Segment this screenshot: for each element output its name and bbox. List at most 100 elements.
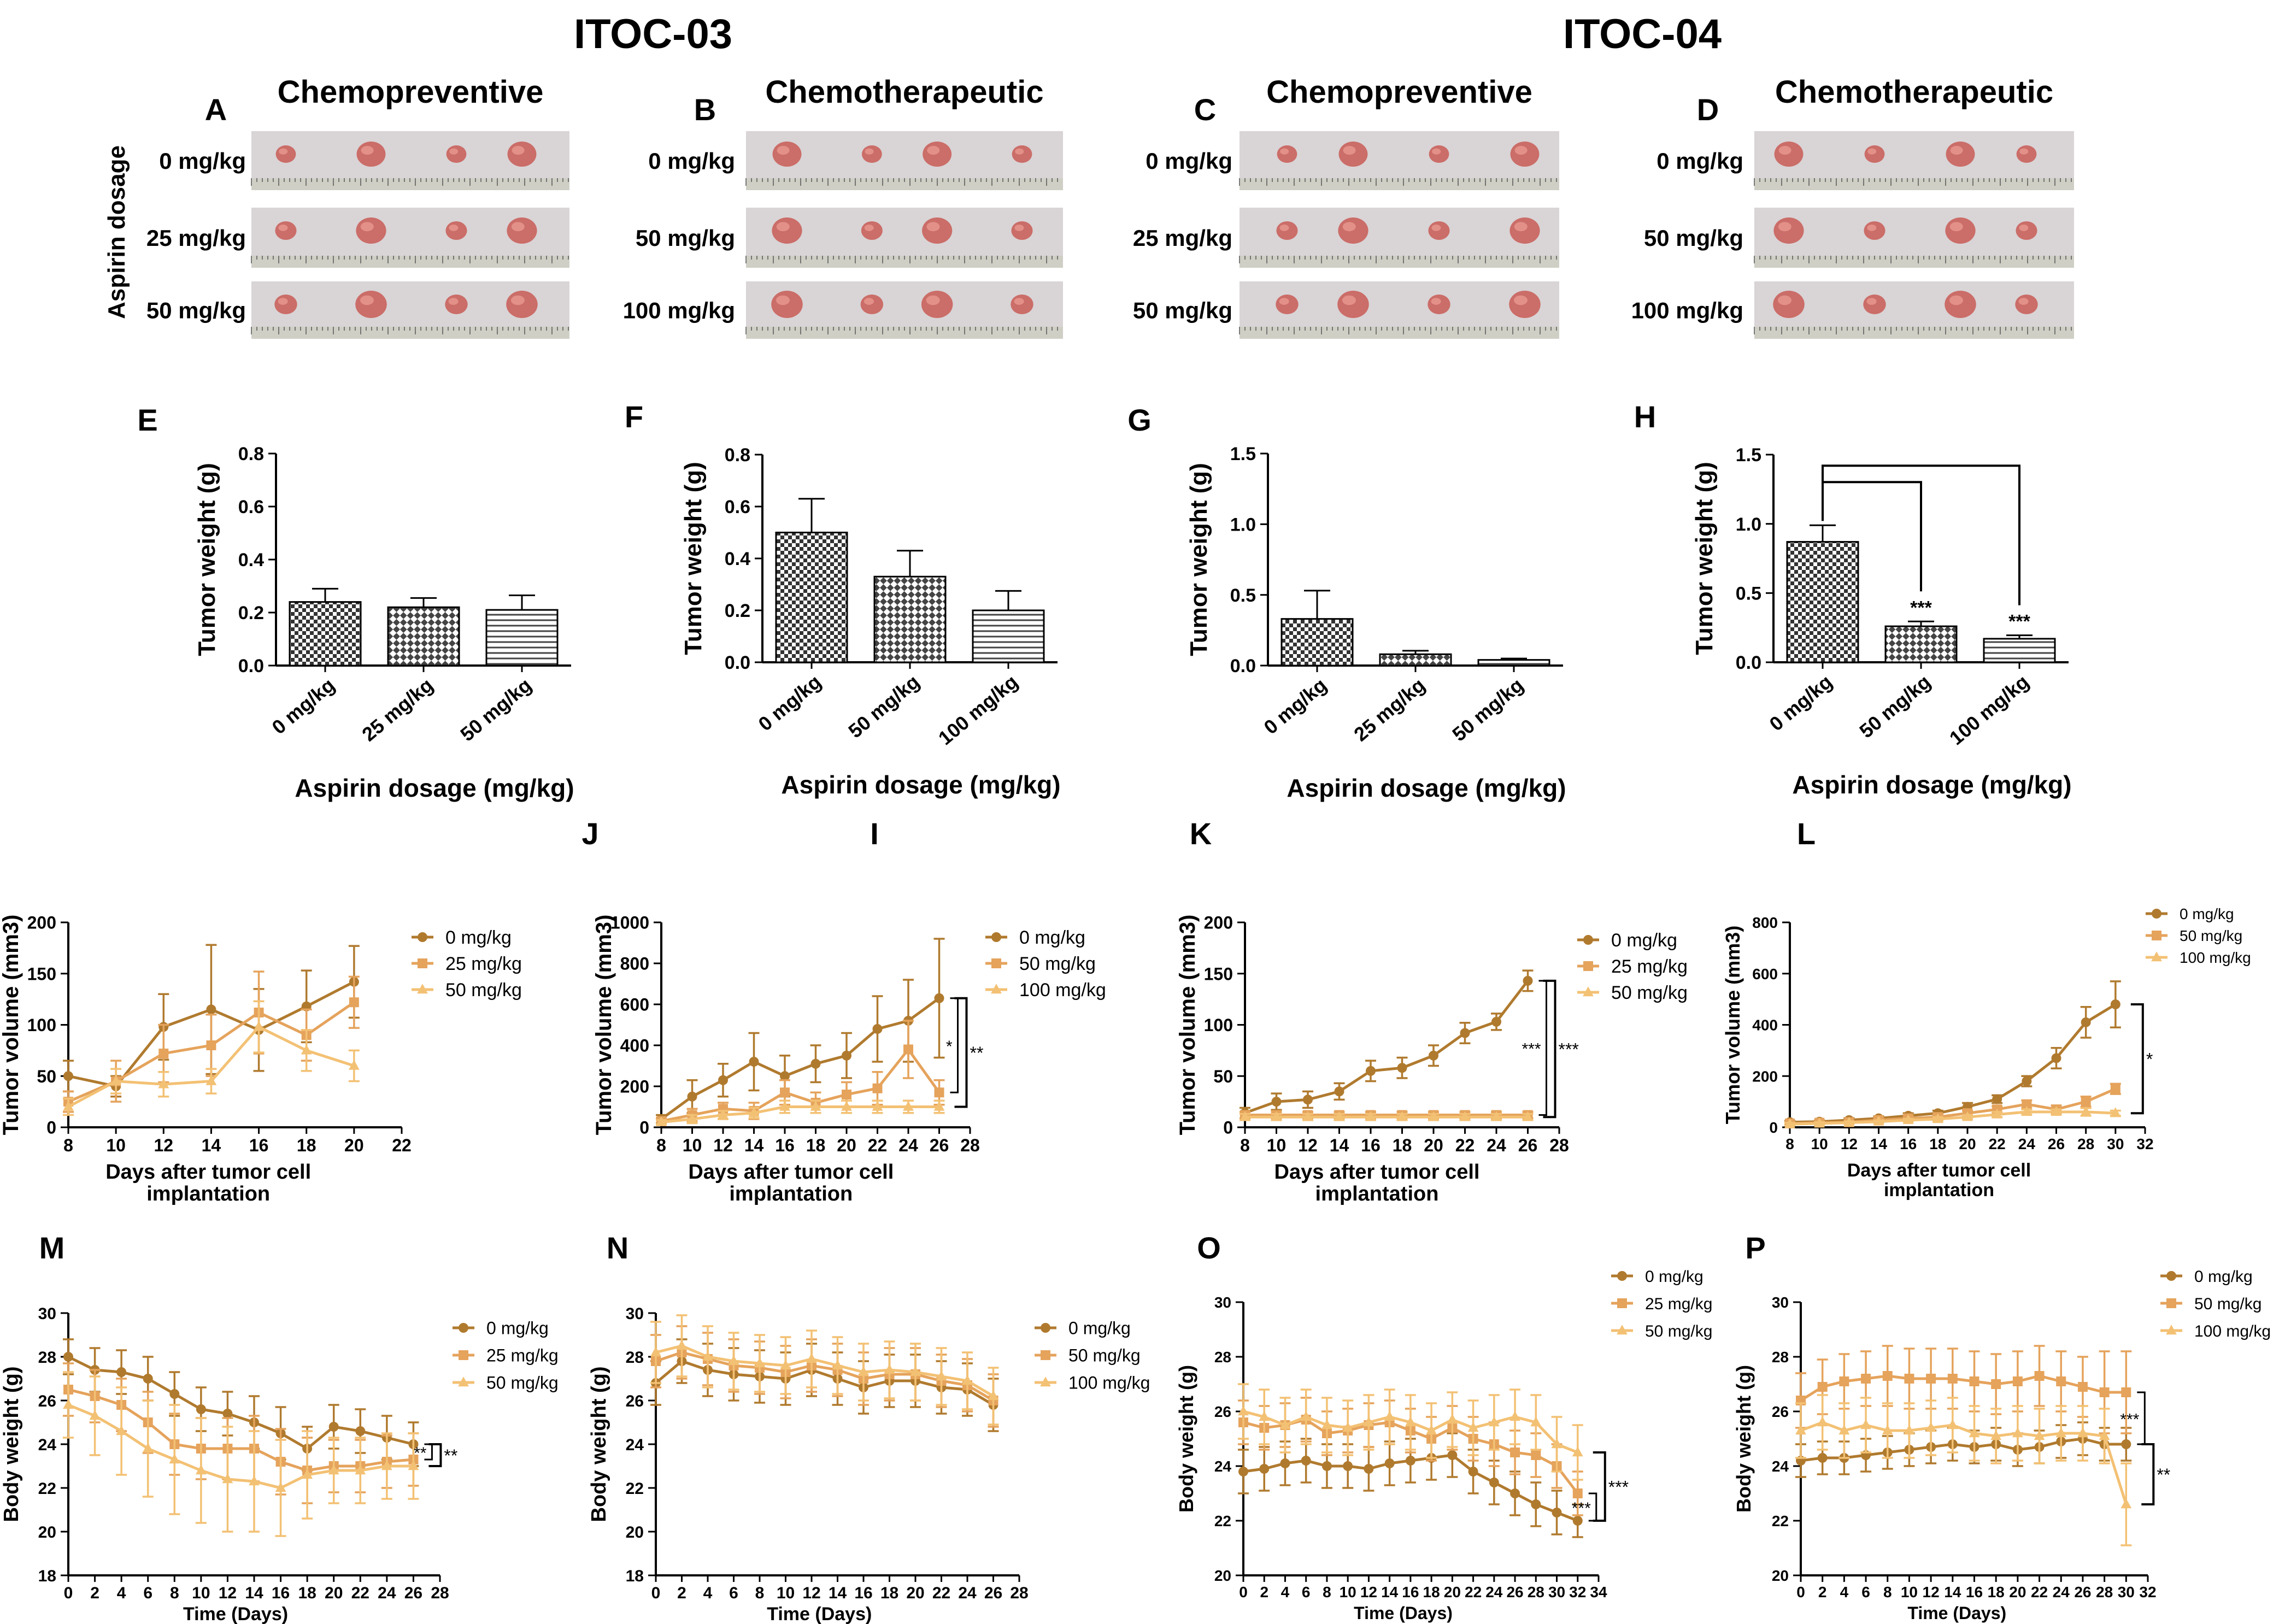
x-tick-label: 10 bbox=[1901, 1584, 1918, 1601]
bar bbox=[1884, 625, 1958, 663]
data-point bbox=[142, 1443, 154, 1453]
data-point bbox=[2081, 1017, 2091, 1027]
tumor bbox=[923, 142, 952, 167]
x-tick-label: 20 bbox=[344, 1135, 364, 1155]
x-tick-label: 24 bbox=[1485, 1584, 1503, 1601]
y-axis-label: Tumor volume (mm3) bbox=[1176, 915, 1200, 1135]
data-point bbox=[158, 1049, 169, 1058]
data-point bbox=[1583, 935, 1593, 945]
data-point bbox=[381, 1460, 392, 1470]
photo-title: Chemopreventive bbox=[1266, 74, 1532, 110]
y-tick-label: 200 bbox=[27, 913, 56, 933]
tumor-highlight bbox=[1431, 298, 1441, 305]
x-axis-label: Days after tumor cell bbox=[688, 1161, 894, 1184]
bar bbox=[1983, 638, 2056, 663]
x-tick-label: 50 mg/kg bbox=[1855, 670, 1935, 743]
x-tick-label: 32 bbox=[2139, 1584, 2156, 1601]
legend-label: 0 mg/kg bbox=[486, 1319, 549, 1338]
x-axis-label: Days after tumor cell bbox=[105, 1161, 311, 1184]
x-tick-label: 12 bbox=[154, 1135, 173, 1155]
data-point bbox=[991, 932, 1001, 942]
data-point bbox=[2081, 1097, 2091, 1107]
data-point bbox=[63, 1352, 73, 1362]
ruler bbox=[1240, 256, 1559, 268]
panel-letter: G bbox=[1127, 403, 1152, 437]
data-point bbox=[2166, 1325, 2177, 1335]
y-axis-label: Tumor weight (g) bbox=[1691, 462, 1718, 655]
data-point bbox=[1426, 1425, 1437, 1435]
data-point bbox=[810, 1101, 821, 1111]
x-tick-label: 18 bbox=[1988, 1584, 2005, 1601]
dose-label: 50 mg/kg bbox=[636, 225, 735, 251]
data-point bbox=[1405, 1456, 1415, 1466]
legend-label: 0 mg/kg bbox=[1645, 1268, 1704, 1286]
y-tick-label: 24 bbox=[1772, 1458, 1789, 1475]
data-point bbox=[2080, 1106, 2092, 1116]
sig-bracket bbox=[1588, 1492, 1597, 1522]
photo-title: Chemotherapeutic bbox=[765, 74, 1043, 110]
data-point bbox=[110, 1075, 122, 1085]
dose-label: 50 mg/kg bbox=[1133, 298, 1232, 323]
x-tick-label: 16 bbox=[775, 1135, 795, 1155]
x-tick-label: 22 bbox=[932, 1584, 950, 1602]
data-point bbox=[1396, 1111, 1408, 1121]
data-point bbox=[1902, 1114, 1914, 1125]
x-tick-label: 28 bbox=[1549, 1135, 1569, 1155]
sig-bracket bbox=[2137, 1391, 2146, 1445]
x-tick-label: 16 bbox=[1402, 1584, 1419, 1601]
x-tick-label: 12 bbox=[802, 1584, 820, 1602]
tumor bbox=[2016, 145, 2037, 163]
y-tick-label: 200 bbox=[1204, 913, 1233, 933]
tumor bbox=[1429, 145, 1449, 163]
panel-letter: O bbox=[1197, 1231, 1221, 1265]
x-tick-label: 6 bbox=[1302, 1584, 1311, 1601]
y-tick-label: 24 bbox=[626, 1436, 644, 1454]
tumor-highlight bbox=[1280, 148, 1289, 155]
sig-label: *** bbox=[1608, 1478, 1629, 1497]
data-point bbox=[2077, 1427, 2088, 1438]
tumor bbox=[1428, 295, 1450, 314]
data-point bbox=[1447, 1414, 1458, 1424]
bar bbox=[387, 606, 460, 667]
x-tick-label: 4 bbox=[1281, 1584, 1290, 1601]
data-point bbox=[222, 1473, 233, 1484]
y-tick-label: 24 bbox=[1214, 1458, 1232, 1475]
x-tick-label: 16 bbox=[1900, 1135, 1917, 1152]
x-tick-label: 0 bbox=[651, 1584, 661, 1602]
x-tick-label: 22 bbox=[1989, 1135, 2006, 1152]
y-tick-label: 0.4 bbox=[725, 549, 750, 569]
dose-label: 0 mg/kg bbox=[1146, 148, 1232, 174]
tumor bbox=[1773, 217, 1804, 244]
sig-label: ** bbox=[970, 1043, 984, 1063]
y-tick-label: 18 bbox=[626, 1567, 644, 1585]
data-point bbox=[459, 1350, 468, 1360]
data-point bbox=[1817, 1416, 1828, 1427]
tumor-highlight bbox=[1279, 298, 1289, 305]
data-point bbox=[1932, 1113, 1943, 1123]
tumor-highlight bbox=[1866, 298, 1877, 305]
data-point bbox=[2012, 1376, 2023, 1386]
data-point bbox=[748, 1107, 760, 1117]
tumor-highlight bbox=[926, 222, 940, 232]
bar bbox=[972, 609, 1045, 663]
tumor bbox=[1338, 217, 1368, 244]
tumor bbox=[275, 145, 296, 163]
data-point bbox=[1904, 1374, 1914, 1384]
legend-label: 25 mg/kg bbox=[445, 954, 522, 974]
tumor bbox=[1864, 221, 1885, 240]
x-tick-label: 18 bbox=[1393, 1135, 1412, 1155]
dose-label: 25 mg/kg bbox=[146, 225, 246, 251]
tumor-highlight bbox=[278, 224, 288, 231]
data-point bbox=[1365, 1111, 1376, 1121]
data-point bbox=[2051, 1106, 2062, 1116]
x-tick-label: 14 bbox=[245, 1584, 263, 1602]
legend-label: 50 mg/kg bbox=[1645, 1322, 1712, 1340]
sig-label: *** bbox=[1559, 1040, 1579, 1060]
legend-label: 0 mg/kg bbox=[1611, 930, 1677, 951]
x-axis-label: Time (Days) bbox=[767, 1604, 872, 1624]
data-point bbox=[417, 984, 428, 994]
x-tick-label: 14 bbox=[744, 1135, 764, 1155]
x-tick-label: 22 bbox=[351, 1584, 369, 1602]
x-tick-label: 18 bbox=[297, 1135, 316, 1155]
